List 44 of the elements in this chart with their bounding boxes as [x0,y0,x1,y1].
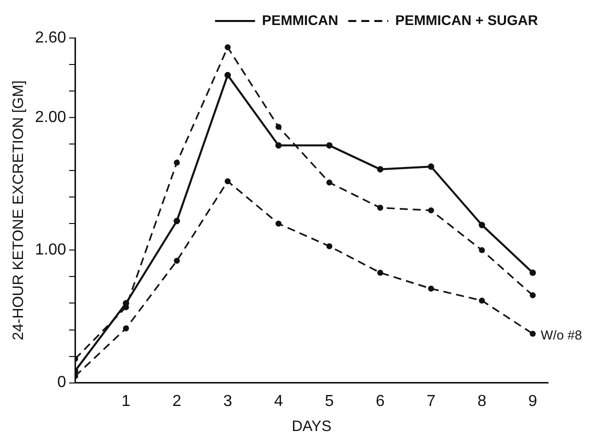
x-tick-label: 2 [172,392,182,410]
point [326,142,333,149]
point [428,207,434,214]
point [224,44,231,50]
point [224,72,231,78]
point [276,124,282,130]
y-tick-label: 2.60 [35,29,66,46]
point [428,163,434,170]
y-tick-label: 2.00 [35,108,66,126]
point [478,298,485,304]
x-tick-label: 6 [376,392,385,410]
point [326,180,332,186]
legend-label: PEMMICAN [262,12,338,28]
point [377,204,384,211]
point [478,247,485,254]
point [122,325,129,332]
legend-label: PEMMICAN + SUGAR [395,12,538,28]
y-tick-label: 1.00 [35,242,66,259]
point [276,220,282,227]
point [122,300,130,306]
point [428,286,434,292]
x-tick-label: 3 [223,392,232,410]
point [174,218,180,224]
x-tick-label: 1 [122,392,131,410]
point [530,270,536,276]
x-axis-title: DAYS [292,418,332,436]
point [478,222,486,228]
x-tick-label: 9 [528,392,538,410]
point [174,258,180,264]
x-tick-label: 7 [426,392,436,410]
y-tick-label: 0 [57,374,66,392]
point [275,142,282,149]
point [530,330,536,337]
point [530,292,536,298]
point [377,166,384,172]
point [224,178,231,184]
point [174,160,180,166]
x-tick-label: 5 [324,392,334,410]
point [326,243,332,250]
x-tick-label: 4 [274,392,284,410]
annotation: W/o #8 [540,327,582,342]
x-tick-label: 8 [477,392,486,410]
y-axis-title: 24-HOUR KETONE EXCRETION [GM] [10,80,28,340]
point [377,270,384,276]
